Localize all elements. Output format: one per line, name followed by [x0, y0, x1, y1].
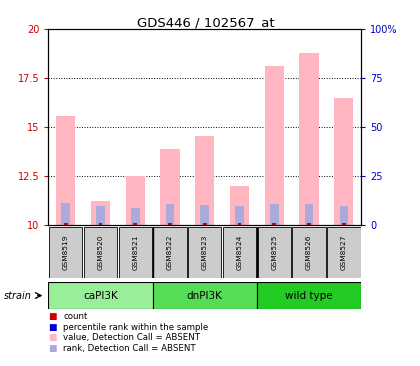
Bar	[257, 282, 361, 309]
Bar	[235, 206, 244, 225]
Bar	[273, 223, 276, 225]
Bar	[91, 201, 110, 225]
Bar	[342, 223, 346, 225]
Bar	[195, 136, 214, 225]
Bar	[307, 223, 311, 225]
Bar	[48, 282, 152, 309]
Bar	[188, 227, 221, 278]
Bar	[238, 223, 241, 225]
Bar	[327, 227, 360, 278]
Bar	[56, 116, 75, 225]
Text: count: count	[63, 312, 87, 321]
Bar	[230, 186, 249, 225]
Text: ■: ■	[48, 344, 57, 353]
Text: percentile rank within the sample: percentile rank within the sample	[63, 323, 208, 332]
Bar	[126, 176, 145, 225]
Bar	[165, 203, 174, 225]
Bar	[292, 227, 326, 278]
Text: GSM8525: GSM8525	[271, 235, 277, 270]
Bar	[223, 227, 256, 278]
Bar	[99, 223, 102, 225]
Bar	[257, 227, 291, 278]
Bar	[334, 98, 353, 225]
Text: GSM8523: GSM8523	[202, 235, 208, 270]
Bar	[203, 223, 207, 225]
Bar	[118, 227, 152, 278]
Text: strain: strain	[4, 291, 32, 300]
Bar	[305, 203, 313, 225]
Bar	[131, 209, 139, 225]
Bar	[200, 205, 209, 225]
Bar	[61, 202, 70, 225]
Bar	[168, 223, 172, 225]
Text: GSM8526: GSM8526	[306, 235, 312, 270]
Text: dnPI3K: dnPI3K	[187, 291, 223, 300]
Text: GDS446 / 102567_at: GDS446 / 102567_at	[137, 16, 275, 30]
Bar	[84, 227, 117, 278]
Bar	[265, 66, 284, 225]
Bar	[270, 203, 278, 225]
Text: ■: ■	[48, 333, 57, 342]
Text: GSM8520: GSM8520	[97, 235, 103, 270]
Bar	[299, 53, 319, 225]
Bar	[133, 223, 137, 225]
Text: GSM8521: GSM8521	[132, 235, 138, 270]
Text: ■: ■	[48, 312, 57, 321]
Text: ■: ■	[48, 323, 57, 332]
Bar	[64, 223, 68, 225]
Bar	[152, 282, 257, 309]
Text: wild type: wild type	[285, 291, 333, 300]
Bar	[339, 206, 348, 225]
Text: rank, Detection Call = ABSENT: rank, Detection Call = ABSENT	[63, 344, 196, 353]
Text: value, Detection Call = ABSENT: value, Detection Call = ABSENT	[63, 333, 200, 342]
Bar	[153, 227, 186, 278]
Text: GSM8527: GSM8527	[341, 235, 347, 270]
Text: GSM8522: GSM8522	[167, 235, 173, 270]
Text: caPI3K: caPI3K	[83, 291, 118, 300]
Bar	[49, 227, 82, 278]
Text: GSM8524: GSM8524	[236, 235, 242, 270]
Text: GSM8519: GSM8519	[63, 235, 69, 270]
Bar	[96, 206, 105, 225]
Bar	[160, 149, 179, 225]
